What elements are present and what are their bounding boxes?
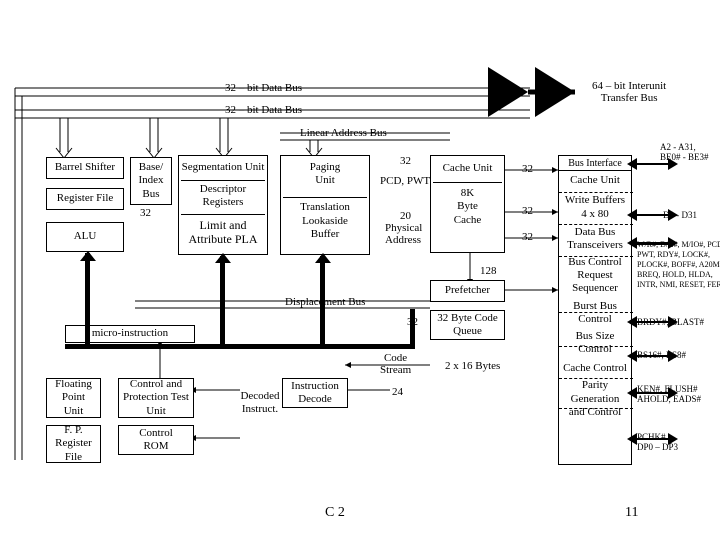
ah3 [315, 253, 331, 263]
width-128-label: 128 [480, 265, 497, 277]
micro-instruction-bus [65, 344, 415, 349]
descriptor-label: Descriptor Registers [181, 180, 265, 209]
darrow-addr [635, 163, 670, 165]
segmentation-container: Segmentation Unit Descriptor Registers L… [178, 155, 268, 255]
barrel-shifter-block: Barrel Shifter [46, 157, 124, 179]
bus-linear-label: Linear Address Bus [300, 127, 387, 139]
control-rom-block: Control ROM [118, 425, 194, 455]
ah1 [80, 251, 96, 261]
w32-c: 32 [522, 231, 533, 243]
bi-burst-bus: Burst Bus Control [559, 296, 631, 326]
bus-top2-label: 32 – bit Data Bus [225, 104, 302, 116]
fp-reg-block: F. P. Register File [46, 425, 101, 463]
bus-interface-header: Bus Interface [559, 156, 631, 170]
sig-bus-control: W/R#, D/C#, M/IO#, PCD, PWT, RDY#, LOCK#… [637, 240, 720, 290]
base-index-label: Base/ Index Bus [138, 161, 163, 201]
bi-parity: Parity Generation and Control [559, 375, 631, 419]
pcd-pwt-label: PCD, PWT [380, 175, 430, 187]
segmentation-label: Segmentation Unit [181, 158, 265, 174]
w32-b: 32 [522, 205, 533, 217]
width-32-paging: 32 [400, 155, 411, 167]
interunit-bus-label: 64 – bit Interunit Transfer Bus [592, 80, 666, 104]
footer-left: C 2 [325, 505, 345, 521]
sig-d-range: D0 - D31 [663, 210, 697, 220]
base-index-block: Base/ Index Bus [130, 157, 172, 205]
bi-transceivers: Transceivers [559, 239, 631, 252]
bus-interface-block: Bus Interface Cache Unit Write Buffers 4… [558, 155, 632, 465]
instruction-decode-block: Instruction Decode [282, 378, 348, 408]
bi-bus-size: Bus Size Control [559, 326, 631, 356]
ah2 [215, 253, 231, 263]
cache-size-label: 8K Byte Cache [433, 182, 502, 227]
register-file-block: Register File [46, 188, 124, 210]
cache-unit-block: Cache Unit 8K Byte Cache [430, 155, 505, 253]
paging-label: Paging Unit [283, 158, 367, 187]
alu-block: ALU [46, 222, 124, 252]
footer-right: 11 [625, 505, 638, 521]
code-queue-block: 32 Byte Code Queue [430, 310, 505, 340]
code-stream-label: Code Stream [380, 352, 411, 376]
limit-pla-label: Limit and Attribute PLA [181, 214, 265, 247]
w32-a: 32 [522, 163, 533, 175]
bi-cache-unit: Cache Unit [559, 170, 631, 190]
two-by-sixteen-label: 2 x 16 Bytes [445, 360, 500, 372]
thick-v4 [410, 309, 415, 349]
sig-burst: BRDY#, BLAST# [637, 317, 704, 327]
phys-addr-label: Physical Address [385, 222, 422, 246]
thick-v3 [320, 256, 325, 348]
paging-container: Paging Unit Translation Lookaside Buffer [280, 155, 370, 255]
sig-parity: PCHK# DP0 – DP3 [637, 432, 678, 452]
sig-addr-be: A2 - A31, BE0# - BE3# [660, 142, 709, 162]
width-20-label: 20 [400, 210, 411, 222]
bi-write-buffers-sub: 4 x 80 [559, 207, 631, 221]
cache-unit-label: Cache Unit [433, 158, 502, 175]
width-32-base: 32 [140, 207, 151, 219]
decoded-instruct-block: Decoded Instruct. [240, 388, 280, 418]
bi-cache-control: Cache Control [559, 356, 631, 375]
thick-v2 [220, 256, 225, 348]
fpu-block: Floating Point Unit [46, 378, 101, 418]
sig-bus-size: BS16#, BS8# [637, 350, 686, 360]
tlb-label: Translation Lookaside Buffer [283, 197, 367, 241]
bus-displacement-label: Displacement Bus [285, 296, 365, 308]
control-protection-block: Control and Protection Test Unit [118, 378, 194, 418]
prefetcher-block: Prefetcher [430, 280, 505, 302]
bi-bus-control: Bus Control Request Sequencer [559, 252, 631, 296]
bus-top1-label: 32 – bit Data Bus [225, 82, 302, 94]
width-24-label: 24 [392, 386, 403, 398]
sig-cache-ctrl: KEN#, FLUSH# AHOLD, EADS# [637, 384, 701, 404]
thick-v1 [85, 253, 90, 348]
